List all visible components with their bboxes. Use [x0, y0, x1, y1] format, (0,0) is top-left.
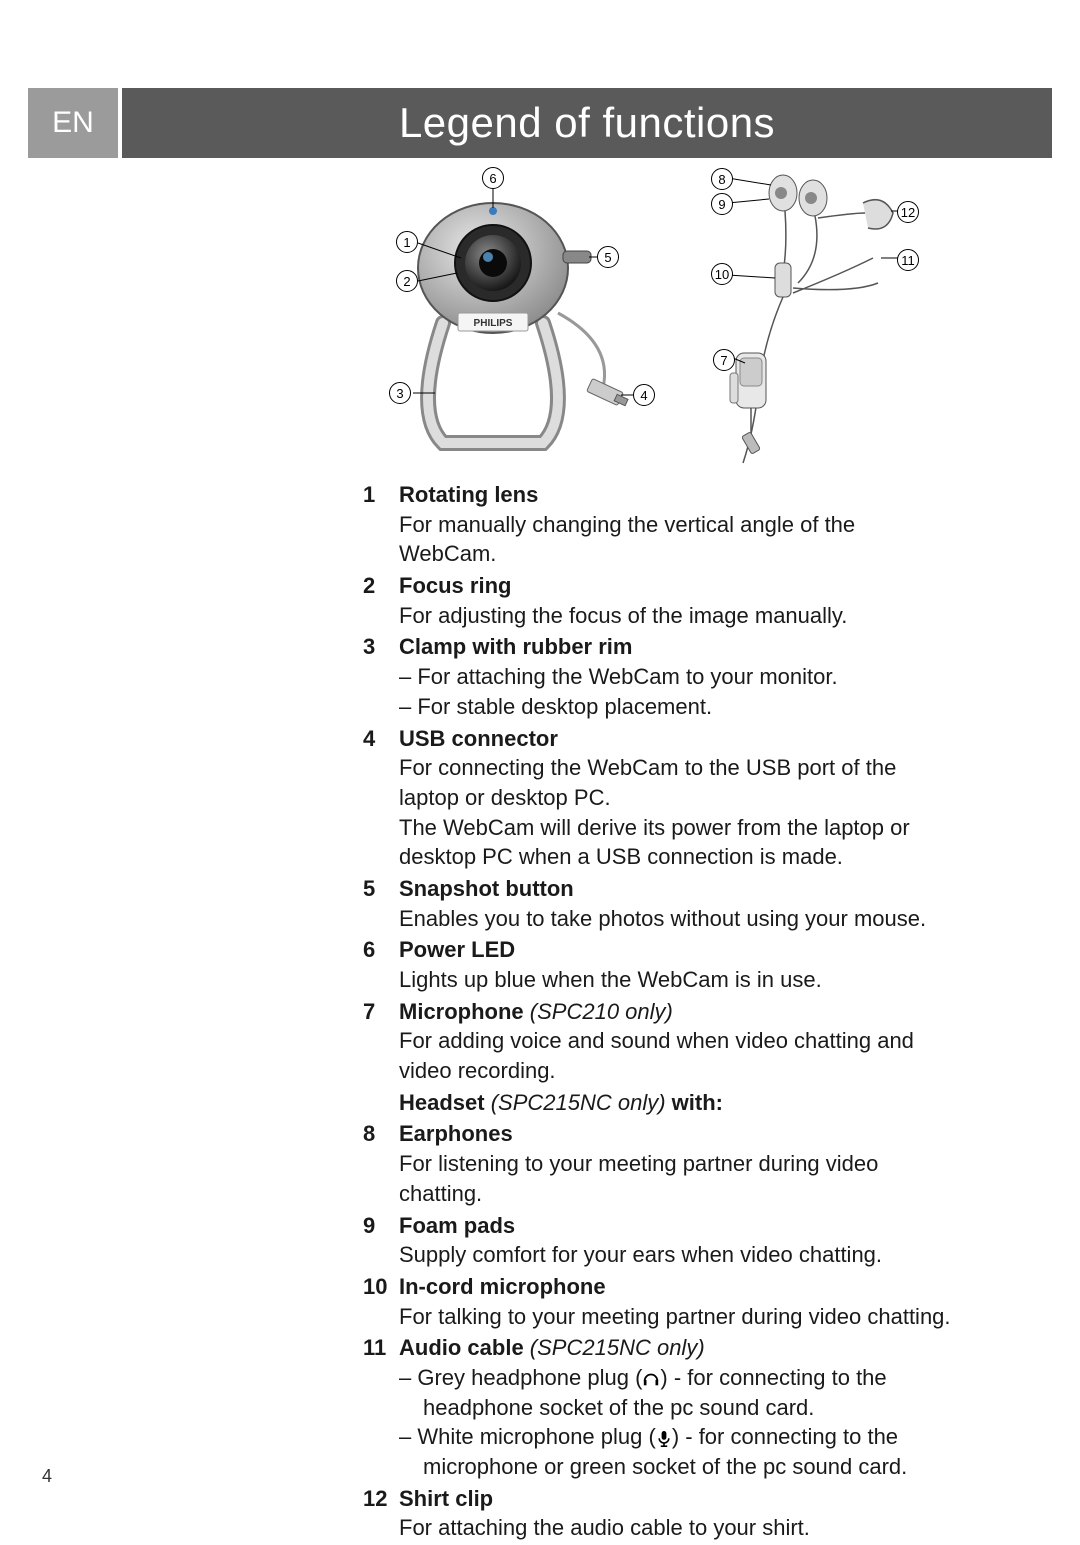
page-number: 4	[42, 1466, 52, 1487]
item-number: 8	[363, 1119, 399, 1208]
headset-prefix: Headset	[399, 1090, 485, 1115]
item-number: 4	[363, 724, 399, 872]
legend-item: 7Microphone (SPC210 only)For adding voic…	[363, 997, 952, 1086]
item-description: For connecting the WebCam to the USB por…	[399, 753, 952, 812]
item-number: 10	[363, 1272, 399, 1331]
item-number: 1	[363, 480, 399, 569]
callout-7: 7	[713, 349, 735, 371]
item-subpoint: White microphone plug () - for connectin…	[399, 1422, 952, 1452]
item-number: 7	[363, 997, 399, 1086]
item-description: For adjusting the focus of the image man…	[399, 601, 952, 631]
microphone-icon	[656, 1430, 672, 1448]
item-title: Foam pads	[399, 1213, 515, 1238]
headset-illustration	[703, 163, 923, 473]
callout-1: 1	[396, 231, 418, 253]
legend-item: 11Audio cable (SPC215NC only) Grey headph…	[363, 1333, 952, 1481]
item-number: 12	[363, 1484, 399, 1543]
callout-11: 11	[897, 249, 919, 271]
legend-item: 4USB connectorFor connecting the WebCam …	[363, 724, 952, 872]
item-subpoint: For stable desktop placement.	[399, 692, 952, 722]
legend-item: 12Shirt clipFor attaching the audio cabl…	[363, 1484, 952, 1543]
item-qualifier: (SPC210 only)	[524, 999, 673, 1024]
item-description: For adding voice and sound when video ch…	[399, 1026, 952, 1085]
legend-item: 10In-cord microphone For talking to your …	[363, 1272, 952, 1331]
callout-5: 5	[597, 246, 619, 268]
legend-item: 8Earphones For listening to your meeting …	[363, 1119, 952, 1208]
callout-6: 6	[482, 167, 504, 189]
callout-4: 4	[633, 384, 655, 406]
item-description: Lights up blue when the WebCam is in use…	[399, 965, 952, 995]
legend-item: 6Power LED Lights up blue when the WebCam…	[363, 935, 952, 994]
item-title: Clamp with rubber rim	[399, 634, 632, 659]
legend-item: 1Rotating lens For manually changing the …	[363, 480, 952, 569]
item-title: Rotating lens	[399, 482, 538, 507]
diagram-area: PHILIPS 1 2 3 4 5 6	[363, 163, 923, 473]
legend-content: 1Rotating lens For manually changing the …	[363, 480, 952, 1545]
callout-3: 3	[389, 382, 411, 404]
item-qualifier: (SPC215NC only)	[524, 1335, 705, 1360]
item-subpoint: For attaching the WebCam to your monitor…	[399, 662, 952, 692]
item-number: 5	[363, 874, 399, 933]
item-title: Shirt clip	[399, 1486, 493, 1511]
language-tab: EN	[28, 88, 118, 158]
item-description: Supply comfort for your ears when video …	[399, 1240, 952, 1270]
brand-label: PHILIPS	[474, 318, 513, 329]
callout-2: 2	[396, 270, 418, 292]
headset-suffix: with:	[672, 1090, 723, 1115]
item-title: Audio cable	[399, 1335, 524, 1360]
item-title: In-cord microphone	[399, 1274, 606, 1299]
item-number: 11	[363, 1333, 399, 1481]
callout-10: 10	[711, 263, 733, 285]
legend-item: 3Clamp with rubber rim For attaching the …	[363, 632, 952, 721]
page-frame: EN Legend of functions PHILIPS	[28, 28, 1052, 1499]
item-subpoint-cont: headphone socket of the pc sound card.	[399, 1393, 952, 1423]
webcam-illustration: PHILIPS	[373, 163, 673, 463]
legend-item: 9Foam padsSupply comfort for your ears w…	[363, 1211, 952, 1270]
item-description: For talking to your meeting partner duri…	[399, 1302, 952, 1332]
item-title: Microphone	[399, 999, 524, 1024]
item-number: 6	[363, 935, 399, 994]
callout-9: 9	[711, 193, 733, 215]
legend-item: 2Focus ring For adjusting the focus of th…	[363, 571, 952, 630]
headphone-icon	[642, 1370, 660, 1388]
item-title: Earphones	[399, 1121, 513, 1146]
headset-heading: Headset (SPC215NC only) with:	[399, 1088, 952, 1118]
item-subpoint: Grey headphone plug () - for connecting …	[399, 1363, 952, 1393]
callout-8: 8	[711, 168, 733, 190]
headset-qual: (SPC215NC only)	[485, 1090, 672, 1115]
item-title: USB connector	[399, 726, 558, 751]
item-title: Snapshot button	[399, 876, 574, 901]
legend-item: 5Snapshot button Enables you to take phot…	[363, 874, 952, 933]
item-title: Power LED	[399, 937, 515, 962]
item-subpoint-cont: microphone or green socket of the pc sou…	[399, 1452, 952, 1482]
item-title: Focus ring	[399, 573, 511, 598]
item-description: For attaching the audio cable to your sh…	[399, 1513, 952, 1543]
item-description: The WebCam will derive its power from th…	[399, 813, 952, 872]
item-description: For manually changing the vertical angle…	[399, 510, 952, 569]
item-number: 3	[363, 632, 399, 721]
callout-12: 12	[897, 201, 919, 223]
item-description: For listening to your meeting partner du…	[399, 1149, 952, 1208]
item-number: 9	[363, 1211, 399, 1270]
item-description: Enables you to take photos without using…	[399, 904, 952, 934]
page-title: Legend of functions	[122, 88, 1052, 158]
item-number: 2	[363, 571, 399, 630]
